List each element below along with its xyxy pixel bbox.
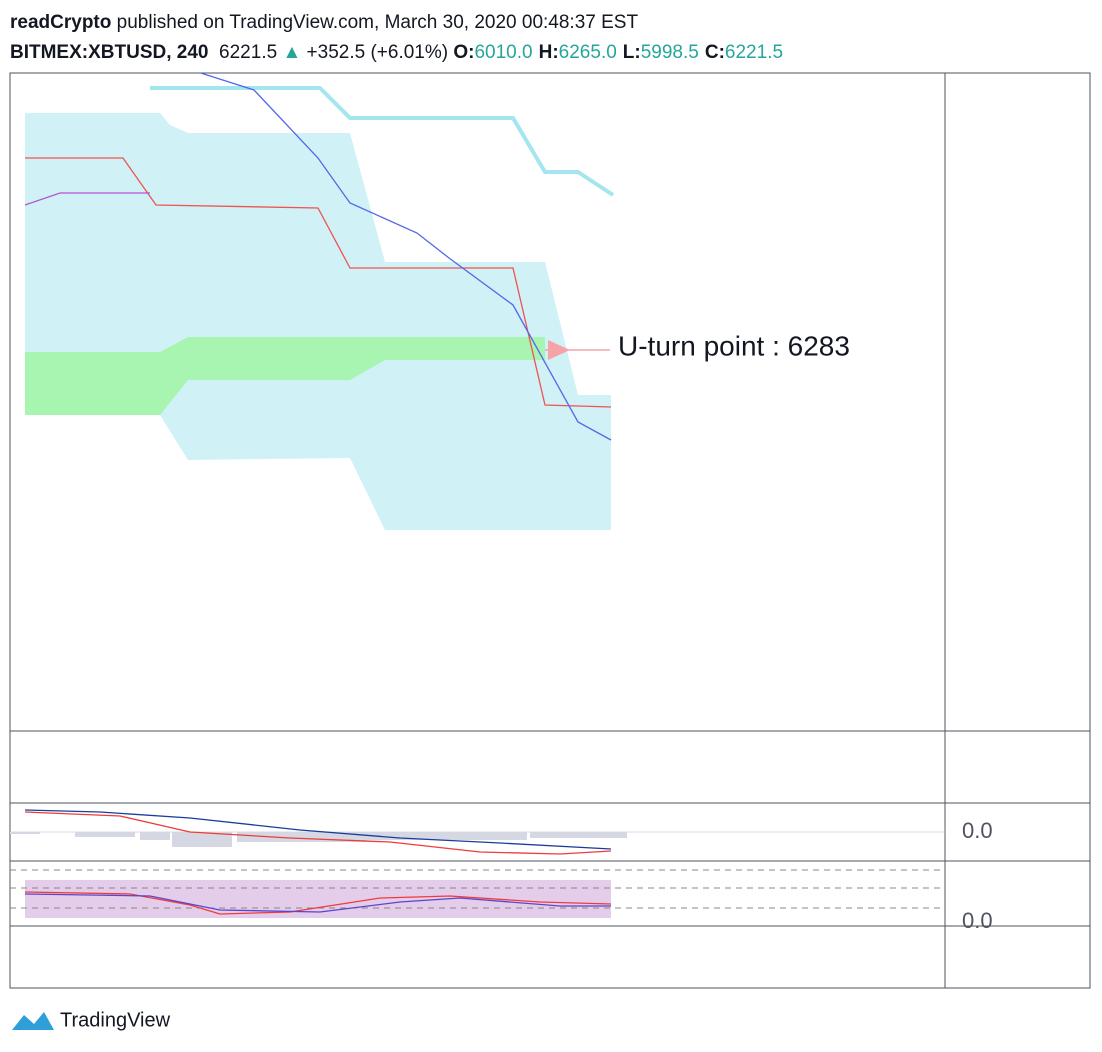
purple-line — [24, 192, 150, 206]
annotation: U-turn point : 6283 — [618, 330, 850, 361]
cloud-green — [25, 337, 545, 415]
macd-line — [24, 809, 612, 850]
last: 6221.5 — [219, 42, 278, 63]
header-line-1: readCrypto published on TradingView.com,… — [10, 8, 789, 38]
published: published on TradingView.com, March 30, … — [116, 12, 639, 33]
base-line — [25, 157, 612, 408]
ohlc-key: O: — [453, 42, 475, 63]
ohlc-value: 6221.5 — [724, 42, 784, 63]
ohlc-key: L: — [622, 42, 641, 63]
rsi-blue — [24, 893, 611, 913]
header: readCrypto published on TradingView.com,… — [10, 8, 789, 68]
cloud — [25, 113, 611, 530]
ohlc-value: 5998.5 — [640, 42, 699, 63]
logo-icon — [12, 1012, 54, 1030]
lagging-line — [150, 86, 615, 197]
ohlc-value: 6265.0 — [558, 42, 617, 63]
change: +352.5 (+6.01%) — [306, 42, 449, 63]
arrow-head — [548, 340, 570, 360]
header-line-2: BITMEX:XBTUSD, 240 6221.5 ▲ +352.5 (+6.0… — [10, 38, 789, 68]
ohlc-key: C: — [704, 42, 725, 63]
ohlc-key: H: — [538, 42, 559, 63]
pane-label: 0.0 — [962, 818, 993, 843]
signal-line — [24, 811, 612, 855]
pane-label: 0.0 — [962, 908, 993, 933]
rsi-pane: 0.0 — [10, 869, 993, 933]
macd-pane: 0.0 — [10, 809, 993, 855]
frame — [9, 72, 1091, 989]
conversion-line — [198, 73, 612, 441]
price-pane — [24, 73, 615, 530]
author: readCrypto — [10, 12, 112, 33]
ohlc: O:6010.0 H:6265.0 L:5998.5 C:6221.5 — [453, 42, 789, 63]
ohlc-value: 6010.0 — [474, 42, 533, 63]
brand: TradingView — [60, 1009, 171, 1031]
symbol: BITMEX:XBTUSD, 240 — [10, 42, 209, 63]
logo: TradingView — [12, 1009, 171, 1031]
arrow: ▲ — [282, 42, 302, 63]
